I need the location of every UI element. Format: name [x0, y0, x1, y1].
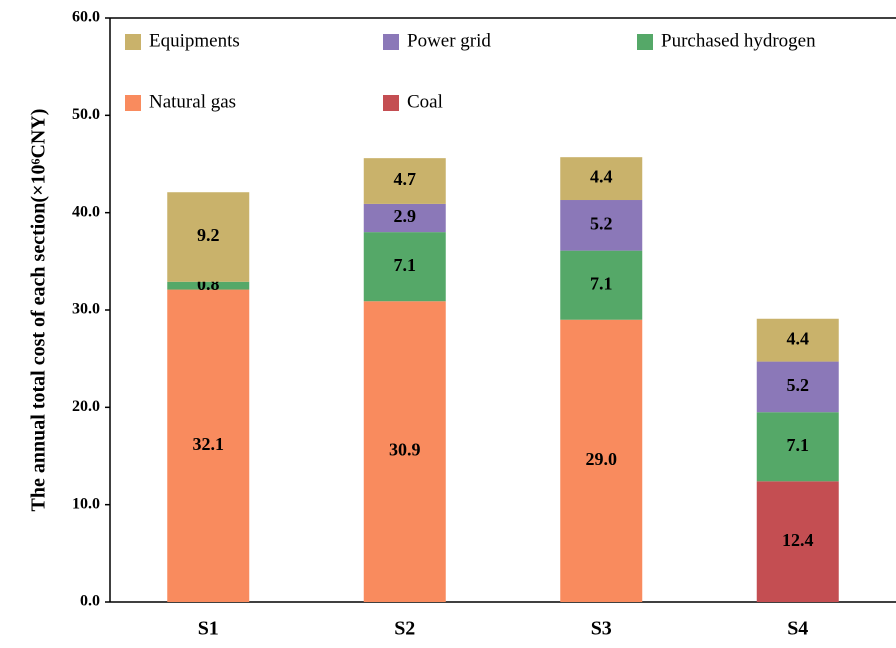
y-tick-label: 40.0: [72, 203, 100, 220]
legend-swatch: [383, 34, 399, 50]
data-label: 7.1: [787, 435, 810, 455]
y-tick-label: 10.0: [72, 495, 100, 512]
legend-label: Natural gas: [149, 91, 236, 112]
bar-segment: [363, 158, 446, 204]
bar-segment: [363, 301, 446, 602]
bar-segment: [560, 250, 643, 320]
bar-segment: [363, 232, 446, 302]
data-label: 9.2: [197, 225, 220, 245]
legend-label: Coal: [407, 91, 443, 112]
y-tick-label: 0.0: [80, 593, 100, 610]
bar-segment: [167, 281, 250, 290]
data-label: 4.7: [394, 169, 417, 189]
data-label: 4.4: [590, 167, 613, 187]
bar-segment: [756, 361, 839, 413]
legend-label: Purchased hydrogen: [661, 30, 816, 51]
bar-segment: [756, 318, 839, 362]
x-tick-label: S3: [591, 618, 612, 640]
bar-segment: [560, 157, 643, 201]
legend-swatch: [637, 34, 653, 50]
y-tick-label: 20.0: [72, 398, 100, 415]
y-tick-label: 50.0: [72, 106, 100, 123]
bar-segment: [363, 203, 446, 233]
data-label: 30.9: [389, 440, 421, 460]
legend-swatch: [125, 95, 141, 111]
data-label: 12.4: [782, 530, 814, 550]
y-tick-label: 30.0: [72, 301, 100, 318]
x-tick-label: S2: [394, 618, 415, 640]
bar-segment: [167, 192, 250, 282]
y-tick-label: 60.0: [72, 9, 100, 26]
data-label: 4.4: [787, 328, 810, 348]
bar-segment: [560, 319, 643, 602]
legend-label: Equipments: [149, 30, 240, 51]
legend-swatch: [125, 34, 141, 50]
data-label: 5.2: [590, 213, 613, 233]
y-axis-label: The annual total cost of each section(×1…: [28, 109, 50, 512]
legend-swatch: [383, 95, 399, 111]
data-label: 5.2: [787, 375, 810, 395]
bar-segment: [560, 200, 643, 251]
data-label: 7.1: [590, 273, 613, 293]
data-label: 29.0: [586, 449, 618, 469]
legend-label: Power grid: [407, 30, 491, 51]
bar-segment: [167, 289, 250, 602]
bar-segment: [756, 481, 839, 602]
data-label: 2.9: [394, 206, 417, 226]
data-label: 32.1: [193, 434, 225, 454]
x-tick-label: S4: [787, 618, 808, 640]
data-label: 7.1: [394, 255, 417, 275]
x-tick-label: S1: [198, 618, 219, 640]
bar-segment: [756, 412, 839, 482]
